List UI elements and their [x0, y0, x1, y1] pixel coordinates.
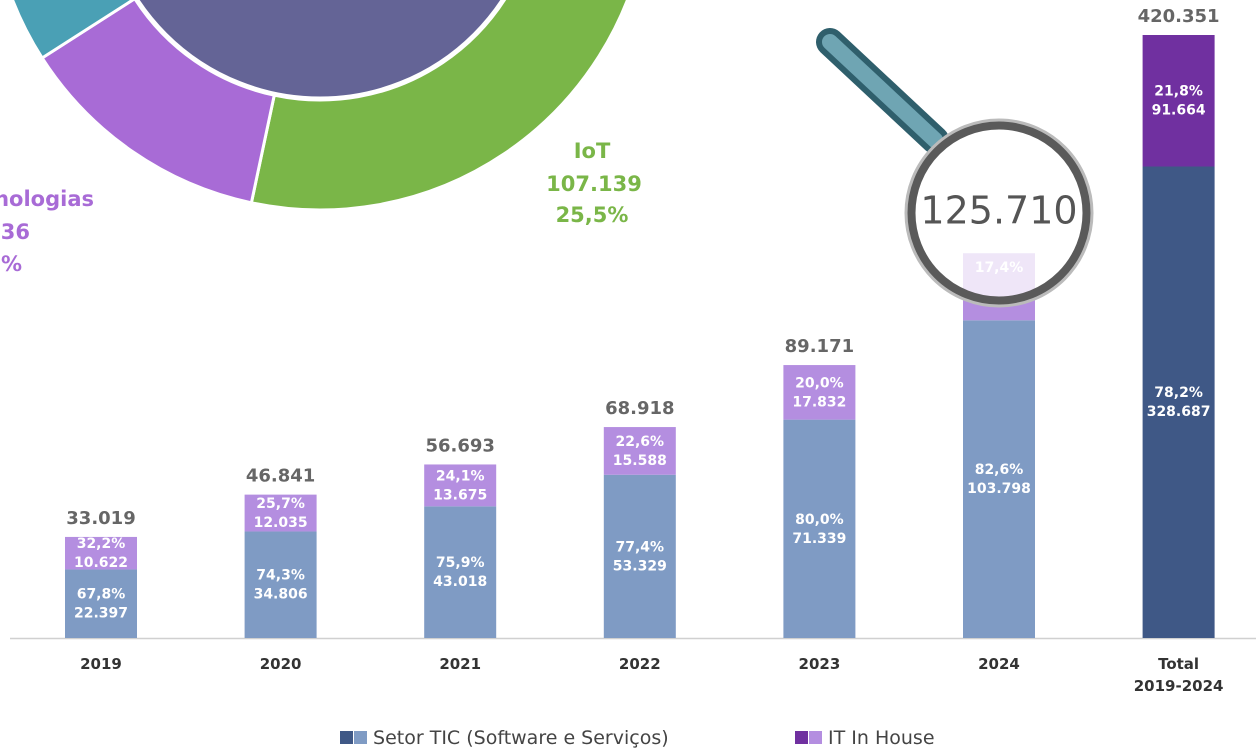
x-tick-label: 2021 [439, 655, 482, 673]
legend-swatch [340, 727, 367, 749]
share-label: 25,7% [256, 496, 305, 512]
donut-slice [249, 0, 629, 212]
bar-segment [1142, 166, 1215, 639]
total-label: 56.693 [425, 435, 494, 456]
legend-item: Setor TIC (Software e Serviços) [340, 727, 669, 749]
share-label: 67,8% [77, 587, 126, 603]
legend-swatch [795, 727, 822, 749]
value-label: 34.806 [254, 587, 308, 603]
slice-annotation: nologias [0, 187, 94, 211]
share-label: 32,2% [77, 536, 126, 552]
bar-segment [65, 569, 137, 638]
bar-segment [65, 536, 137, 570]
slice-annotation: 6% [0, 252, 22, 276]
magnifier-lens [906, 120, 1092, 306]
x-tick-label: 2024 [978, 655, 1020, 673]
total-label: 68.918 [605, 398, 674, 419]
total-label: 89.171 [785, 336, 854, 357]
legend-label: Setor TIC (Software e Serviços) [373, 727, 669, 749]
bar-segment [244, 531, 317, 638]
value-label: 15.588 [613, 453, 667, 469]
slice-label: IoT [574, 139, 611, 163]
share-label: 77,4% [616, 539, 665, 555]
pie-center [136, 0, 504, 100]
x-tick-label: 2023 [798, 655, 841, 673]
x-tick-label: 2022 [618, 655, 661, 673]
bar-segment [244, 494, 317, 532]
magnifier-handle-shine [822, 34, 943, 148]
bar-segment [424, 464, 497, 507]
share-label: 21,8% [1154, 84, 1203, 100]
value-label: 43.018 [433, 574, 487, 590]
share-label: 75,9% [436, 555, 485, 571]
donut-slice [11, 0, 136, 61]
share-label: 74,3% [256, 568, 305, 584]
value-label: 71.339 [792, 531, 846, 547]
share-label: 24,1% [436, 468, 485, 484]
bar-segment [1142, 35, 1215, 167]
x-tick-label: 2019 [80, 655, 122, 673]
total-label: 125.710 [920, 189, 1077, 233]
value-label: 328.687 [1147, 404, 1211, 420]
legend-item: IT In House [795, 727, 935, 749]
total-label: 33.019 [66, 508, 135, 529]
bar-segment [783, 419, 856, 638]
slice-value: 25,5% [556, 203, 629, 227]
share-label: 80,0% [795, 512, 844, 528]
slice-amount: 107.139 [546, 172, 642, 196]
value-label: 53.329 [613, 558, 667, 574]
bar-segment [783, 365, 856, 420]
bar-segment [963, 320, 1035, 638]
value-label: 17.832 [792, 394, 846, 410]
legend-label: IT In House [828, 727, 935, 749]
x-tick-label: Total 2019-2024 [1133, 655, 1224, 695]
value-label: 12.035 [254, 515, 308, 531]
x-tick-label: 2020 [259, 655, 302, 673]
bar-segment [424, 506, 497, 638]
share-label: 22,6% [616, 434, 665, 450]
value-label: 91.664 [1152, 103, 1206, 119]
total-label: 420.351 [1138, 6, 1220, 27]
total-label: 46.841 [246, 466, 315, 487]
slice-annotation: 36 [1, 220, 30, 244]
share-label: 82,6% [975, 462, 1024, 478]
value-label: 103.798 [967, 481, 1031, 497]
bar-segment [603, 474, 676, 638]
magnifier-rim [904, 118, 1094, 308]
value-label: 10.622 [74, 555, 128, 571]
value-label: 13.675 [433, 487, 487, 503]
share-label: 20,0% [795, 375, 844, 391]
value-label: 22.397 [74, 606, 128, 622]
share-label: 78,2% [1154, 385, 1203, 401]
bar-segment [603, 427, 676, 475]
